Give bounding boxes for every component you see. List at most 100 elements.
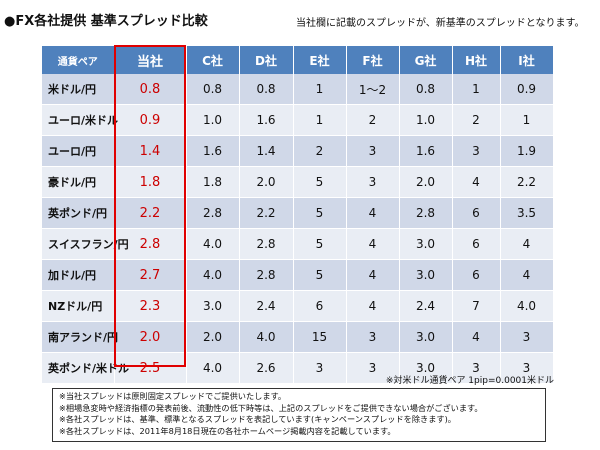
header-our-company: 当社 — [114, 46, 187, 74]
currency-pair-cell: 南アランド/円 — [42, 321, 118, 353]
currency-pair-cell: 加ドル/円 — [42, 259, 115, 291]
header-company: I社 — [500, 46, 554, 74]
spread-cell: 3 — [500, 321, 554, 353]
currency-pair-cell: 英ポンド/米ドル — [42, 352, 129, 384]
our-spread-cell: 1.4 — [114, 135, 187, 167]
currency-pair-cell: ユーロ/円 — [42, 135, 115, 167]
spread-cell: 1.0 — [399, 104, 453, 136]
header-company: G社 — [399, 46, 453, 74]
currency-pair-cell: 英ポンド/円 — [42, 197, 115, 229]
spread-cell: 3 — [346, 166, 400, 198]
table-row: ユーロ/米ドル 0.9 1.0 1.6 1 2 1.0 2 1 — [42, 104, 554, 136]
spread-cell: 15 — [293, 321, 347, 353]
spread-cell: 2.2 — [239, 197, 294, 229]
spread-cell: 3.0 — [399, 321, 453, 353]
spread-cell: 2.6 — [239, 352, 294, 384]
spread-cell: 6 — [452, 259, 501, 291]
header-company: H社 — [452, 46, 501, 74]
spread-cell: 3.0 — [399, 352, 453, 384]
spread-cell: 3.5 — [500, 197, 554, 229]
spread-cell: 4 — [346, 197, 400, 229]
spread-cell: 1.6 — [239, 104, 294, 136]
spread-cell: 3 — [293, 352, 347, 384]
spread-cell: 3.0 — [399, 259, 453, 291]
spread-cell: 1.4 — [239, 135, 294, 167]
spread-cell: 2.8 — [239, 228, 294, 260]
spread-cell: 5 — [293, 166, 347, 198]
spread-cell: 7 — [452, 290, 501, 322]
spread-cell: 4 — [346, 259, 400, 291]
spread-cell: 3 — [346, 135, 400, 167]
currency-pair-cell: 米ドル/円 — [42, 74, 115, 105]
our-spread-cell: 2.3 — [114, 290, 187, 322]
spread-cell: 6 — [293, 290, 347, 322]
our-spread-cell: 2.8 — [114, 228, 187, 260]
table-row: NZドル/円 2.3 3.0 2.4 6 4 2.4 7 4.0 — [42, 290, 554, 322]
table-row: 米ドル/円 0.8 0.8 0.8 1 1〜2 0.8 1 0.9 — [42, 74, 554, 105]
our-spread-cell: 2.7 — [114, 259, 187, 291]
our-spread-cell: 2.5 — [114, 352, 187, 384]
spread-cell: 0.9 — [500, 74, 554, 105]
page-title: ●FX各社提供 基準スプレッド比較 — [4, 14, 208, 29]
spread-cell: 2.4 — [399, 290, 453, 322]
spread-cell: 2.0 — [239, 166, 294, 198]
spread-cell: 3 — [346, 352, 400, 384]
spread-cell: 3 — [452, 135, 501, 167]
spread-cell: 5 — [293, 197, 347, 229]
spread-cell: 2 — [452, 104, 501, 136]
spread-cell: 0.8 — [186, 74, 240, 105]
currency-pair-cell: NZドル/円 — [42, 290, 115, 322]
spread-cell: 4.0 — [186, 259, 240, 291]
spread-cell: 2.0 — [186, 321, 240, 353]
header-company: E社 — [293, 46, 347, 74]
our-spread-cell: 1.8 — [114, 166, 187, 198]
table-row: 英ポンド/円 2.2 2.8 2.2 5 4 2.8 6 3.5 — [42, 197, 554, 229]
spread-cell: 5 — [293, 259, 347, 291]
our-spread-cell: 2.0 — [114, 321, 187, 353]
spread-cell: 1.6 — [186, 135, 240, 167]
currency-pair-cell: ユーロ/米ドル — [42, 104, 118, 136]
spread-cell: 3 — [346, 321, 400, 353]
spread-cell: 1 — [293, 104, 347, 136]
spread-cell: 1.8 — [186, 166, 240, 198]
table-row: 豪ドル/円 1.8 1.8 2.0 5 3 2.0 4 2.2 — [42, 166, 554, 198]
disclaimer-line: ※相場急変時や経済指標の発表前後、流動性の低下時等は、上記のスプレッドをご提供で… — [59, 402, 483, 413]
spread-cell: 4.0 — [186, 352, 240, 384]
spread-cell: 4.0 — [500, 290, 554, 322]
spread-cell: 4.0 — [239, 321, 294, 353]
disclaimer-line: ※各社スプレッドは、2011年8月18日現在の各社ホームページ掲載内容を記載して… — [59, 425, 396, 436]
spread-cell: 4 — [346, 228, 400, 260]
spread-cell: 0.8 — [239, 74, 294, 105]
disclaimer-line: ※各社スプレッドは、基準、標準となるスプレッドを表記しています(キャンペーンスプ… — [59, 414, 456, 424]
spread-cell: 2.8 — [399, 197, 453, 229]
spread-cell: 3.0 — [186, 290, 240, 322]
spread-cell: 6 — [452, 197, 501, 229]
spread-cell: 2 — [346, 104, 400, 136]
table-header-row: 通貨ペア 当社 C社 D社 E社 F社 G社 H社 I社 — [42, 46, 554, 74]
spread-cell: 2.2 — [500, 166, 554, 198]
header-currency-pair: 通貨ペア — [42, 46, 115, 74]
table-row: ユーロ/円 1.4 1.6 1.4 2 3 1.6 3 1.9 — [42, 135, 554, 167]
spread-cell: 2.8 — [186, 197, 240, 229]
spread-cell: 1 — [293, 74, 347, 105]
currency-pair-cell: 豪ドル/円 — [42, 166, 115, 198]
spread-cell: 4.0 — [186, 228, 240, 260]
spread-cell: 1 — [500, 104, 554, 136]
spread-cell: 3 — [500, 352, 554, 384]
header-note: 当社欄に記載のスプレッドが、新基準のスプレッドとなります。 — [296, 18, 585, 29]
spread-cell: 1.6 — [399, 135, 453, 167]
disclaimer-line: ※当社スプレッドは原則固定スプレッドでご提供いたします。 — [59, 391, 287, 401]
spread-cell: 4 — [346, 290, 400, 322]
spread-cell: 4 — [500, 259, 554, 291]
spread-cell: 4 — [452, 166, 501, 198]
spread-cell: 1 — [452, 74, 501, 105]
table-row: 加ドル/円 2.7 4.0 2.8 5 4 3.0 6 4 — [42, 259, 554, 291]
spread-cell: 4 — [500, 228, 554, 260]
header-company: F社 — [346, 46, 400, 74]
table-row: 英ポンド/米ドル 2.5 4.0 2.6 3 3 3.0 3 3 — [42, 352, 554, 384]
spread-cell: 1.0 — [186, 104, 240, 136]
table-row: 南アランド/円 2.0 2.0 4.0 15 3 3.0 4 3 — [42, 321, 554, 353]
spread-cell: 2 — [293, 135, 347, 167]
header-company: D社 — [239, 46, 294, 74]
header-company: C社 — [186, 46, 240, 74]
